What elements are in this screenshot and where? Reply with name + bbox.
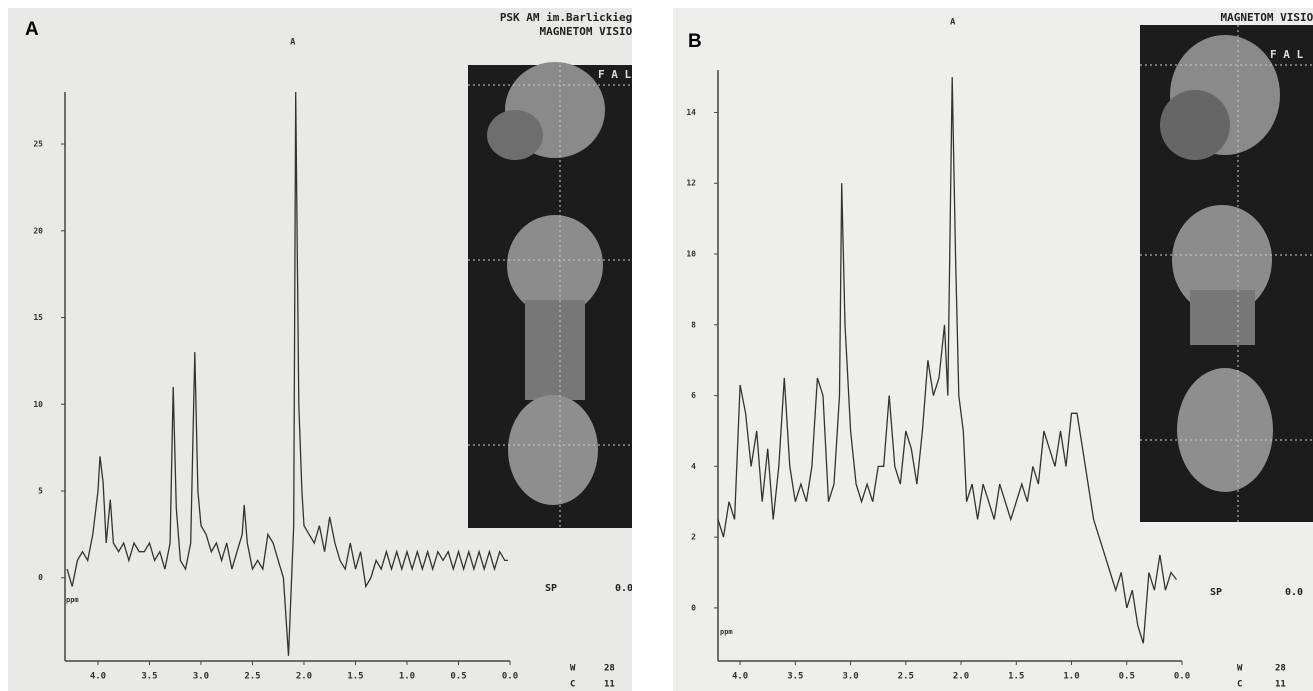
y-tick-label: 2 <box>691 533 696 542</box>
spectrum-line <box>717 77 1178 644</box>
sp-value: 0.0 <box>1285 587 1303 598</box>
y-tick-label: 12 <box>686 179 696 188</box>
units-label: ppm <box>66 596 79 604</box>
x-tick-label: 1.0 <box>1063 672 1079 682</box>
c-value: 11 <box>604 680 615 690</box>
panel-a: 0 5 10 15 20 25 4.0 3.5 3.0 2.5 2.0 1.5 1.0 0.5 0.0 A A P… <box>8 8 672 691</box>
header-text: MAGNETOM VISION Plus <box>1221 11 1313 24</box>
header-text: MAGNETOM VISION Plus <box>540 25 672 38</box>
orientation-label: A <box>950 18 956 28</box>
image-label: F A L <box>1270 48 1303 61</box>
header-text: PSK AM im.Barlickiego Lodz <box>500 11 672 24</box>
w-value: 28 <box>1275 664 1286 674</box>
sp-label: SP <box>1210 587 1222 598</box>
x-tick-label: 3.0 <box>193 672 209 682</box>
x-tick-label: 2.5 <box>898 672 914 682</box>
y-tick-label: 20 <box>33 226 43 235</box>
w-label: W <box>570 664 576 674</box>
panel-label: B <box>688 31 702 52</box>
x-tick-label: 0.0 <box>502 672 518 682</box>
sp-value: 0.0 <box>615 583 633 594</box>
x-tick-label: 2.0 <box>953 672 969 682</box>
sp-label: SP <box>545 583 557 594</box>
w-label: W <box>1237 664 1243 674</box>
y-tick-label: 10 <box>686 250 696 259</box>
c-label: C <box>1237 680 1242 690</box>
units-label: ppm <box>720 628 733 636</box>
c-label: C <box>570 680 575 690</box>
x-tick-label: 4.0 <box>90 672 106 682</box>
x-tick-label: 3.5 <box>787 672 803 682</box>
y-tick-label: 25 <box>33 140 43 149</box>
x-tick-label: 2.5 <box>244 672 260 682</box>
x-tick-label: 1.0 <box>399 672 415 682</box>
spectrum-line <box>66 91 508 656</box>
panel-label: A <box>25 19 39 40</box>
y-tick-label: 0 <box>691 603 696 612</box>
y-tick-label: 14 <box>686 108 696 117</box>
y-tick-label: 6 <box>691 391 696 400</box>
panel-b: 0 2 4 6 8 10 12 14 4.0 3.5 3.0 2.5 2.0 1.5 1.0 0.5 0.0 B A… <box>673 8 1313 691</box>
y-tick-label: 0 <box>38 573 43 582</box>
y-tick-label: 10 <box>33 400 43 409</box>
x-tick-label: 4.0 <box>732 672 748 682</box>
mri-images <box>1140 25 1313 522</box>
x-tick-label: 2.0 <box>296 672 312 682</box>
x-tick-label: 3.0 <box>842 672 858 682</box>
y-tick-label: 15 <box>33 313 43 322</box>
x-tick-label: 0.5 <box>450 672 466 682</box>
x-tick-label: 1.5 <box>347 672 363 682</box>
w-value: 28 <box>604 664 615 674</box>
y-tick-label: 5 <box>38 486 43 495</box>
x-tick-label: 0.0 <box>1174 672 1190 682</box>
y-tick-label: 8 <box>691 320 696 329</box>
orientation-label: A <box>290 38 296 48</box>
image-label: F A L <box>598 68 631 81</box>
mri-images <box>468 62 632 528</box>
y-tick-label: 4 <box>691 462 696 471</box>
c-value: 11 <box>1275 680 1286 690</box>
x-tick-label: 3.5 <box>141 672 157 682</box>
x-tick-label: 0.5 <box>1119 672 1135 682</box>
x-tick-label: 1.5 <box>1008 672 1024 682</box>
